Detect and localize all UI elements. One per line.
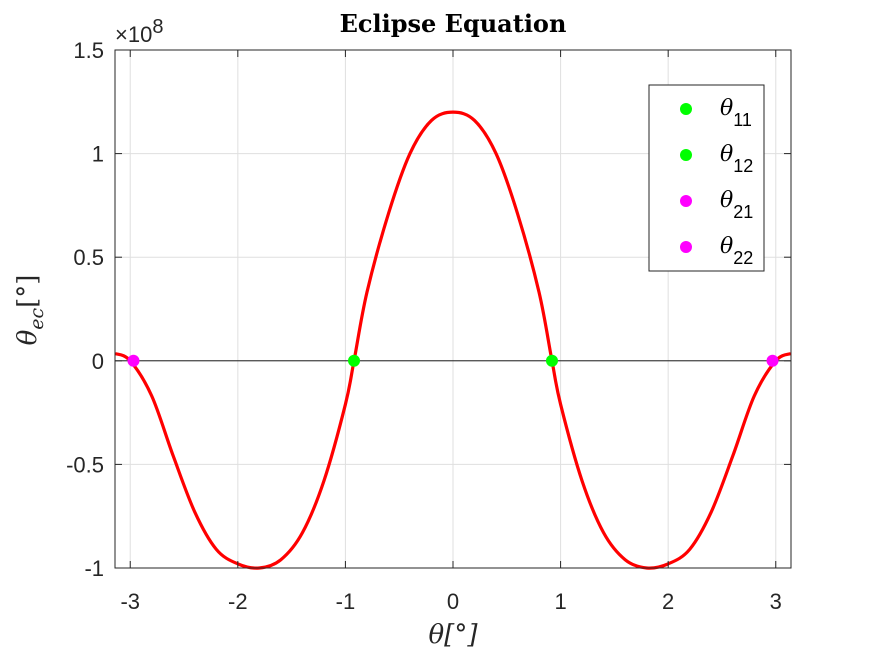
legend-item-theta-12: θ12 bbox=[680, 142, 753, 176]
legend-marker bbox=[680, 149, 692, 161]
legend-label: θ11 bbox=[720, 96, 752, 130]
marker-theta-22 bbox=[766, 354, 779, 367]
marker-theta-12 bbox=[545, 354, 558, 367]
x-tick-label: 2 bbox=[662, 589, 674, 614]
legend-marker bbox=[680, 241, 692, 253]
ticks: -3 -2 -1 0 1 2 3 -1 -0.5 0 0.5 1 1.5 bbox=[66, 38, 791, 614]
y-exponent: ×108 bbox=[115, 16, 163, 47]
legend-label: θ12 bbox=[720, 142, 753, 176]
y-tick-label: 0 bbox=[92, 349, 104, 374]
eclipse-curve bbox=[114, 110, 792, 570]
y-tick-label: 1.5 bbox=[73, 38, 104, 63]
marker-theta-21 bbox=[127, 354, 140, 367]
y-tick-label: -1 bbox=[84, 556, 104, 581]
y-tick-label: -0.5 bbox=[66, 452, 104, 477]
x-tick-label: -1 bbox=[336, 589, 356, 614]
x-tick-label: 0 bbox=[447, 589, 459, 614]
y-axis-label: θec[°] bbox=[13, 275, 48, 346]
legend-marker bbox=[680, 103, 692, 115]
marker-theta-11 bbox=[348, 354, 361, 367]
legend: θ11 θ12 θ21 θ22 bbox=[648, 84, 765, 272]
chart-title: Eclipse Equation bbox=[340, 9, 567, 38]
x-tick-label: -3 bbox=[120, 589, 140, 614]
x-tick-label: -2 bbox=[228, 589, 248, 614]
y-exponent-label: ×108 bbox=[115, 16, 163, 47]
legend-label: θ22 bbox=[720, 234, 753, 268]
x-tick-label: 3 bbox=[770, 589, 782, 614]
x-axis-label: θ[°] bbox=[429, 620, 479, 650]
legend-item-theta-22: θ22 bbox=[680, 234, 753, 268]
y-tick-label: 0.5 bbox=[73, 245, 104, 270]
legend-label: θ21 bbox=[720, 188, 753, 222]
legend-item-theta-21: θ21 bbox=[680, 188, 753, 222]
x-tick-label: 1 bbox=[554, 589, 566, 614]
legend-box bbox=[648, 84, 765, 272]
markers bbox=[127, 354, 779, 367]
legend-marker bbox=[680, 195, 692, 207]
y-tick-label: 1 bbox=[92, 142, 104, 167]
legend-item-theta-11: θ11 bbox=[680, 96, 752, 130]
